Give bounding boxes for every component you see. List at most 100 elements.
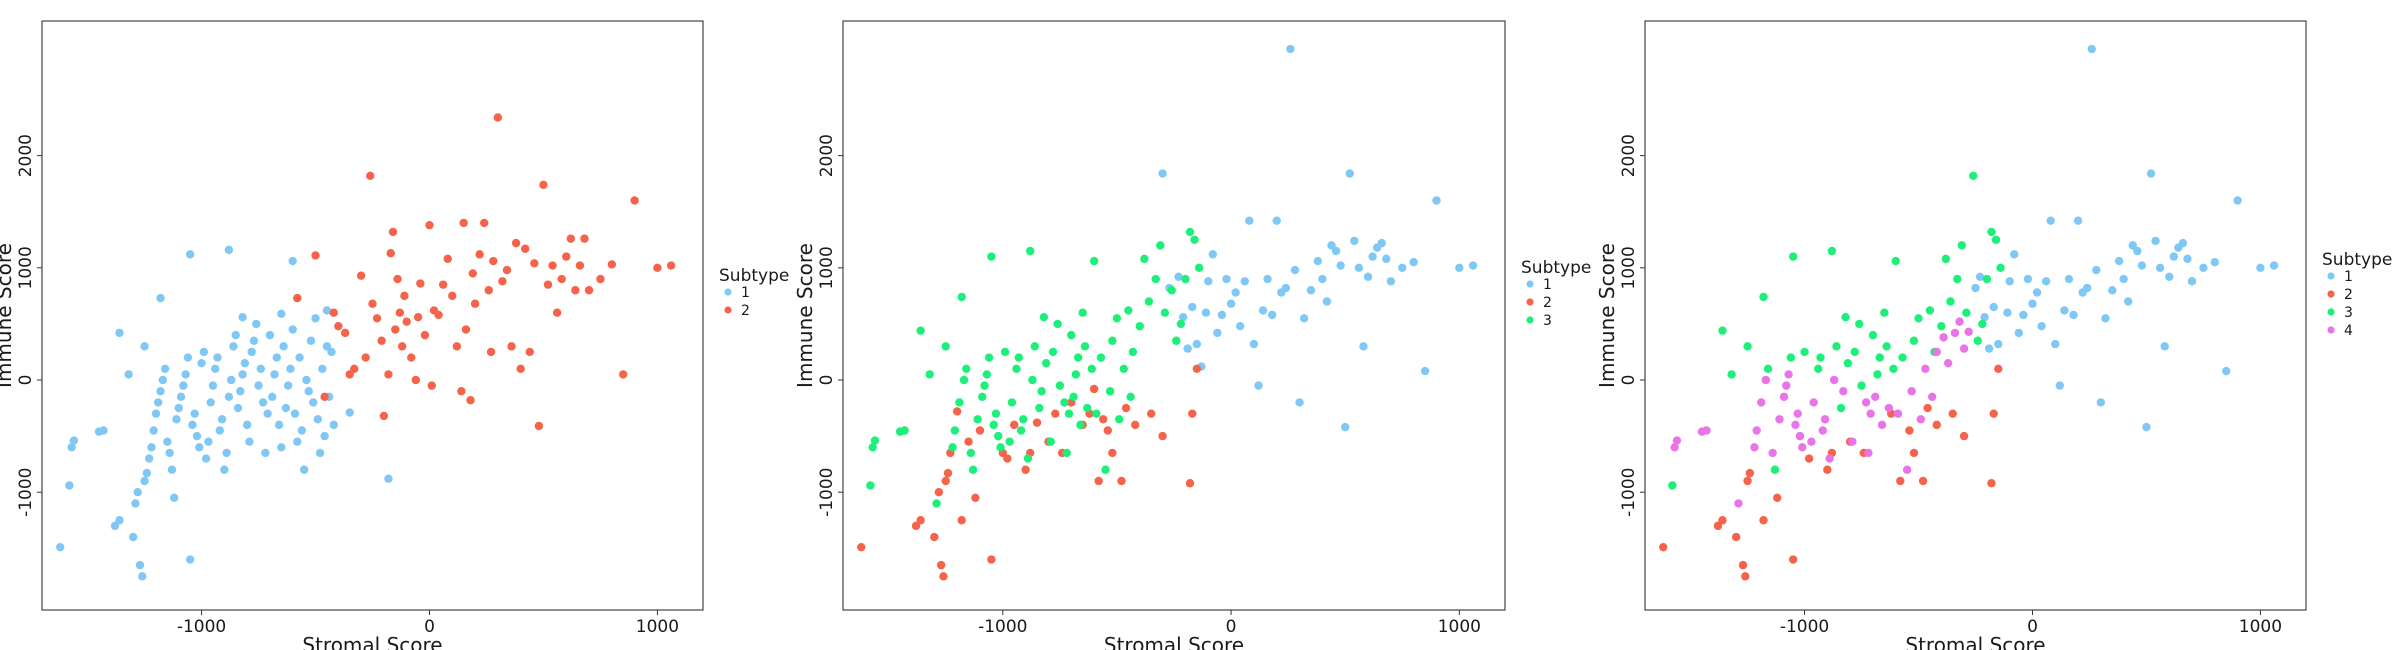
data-point-subtype-2 [534, 421, 544, 431]
data-point-subtype-1 [263, 409, 272, 418]
data-point-subtype-1 [2046, 216, 2055, 225]
data-point-subtype-2 [502, 265, 512, 275]
data-point-subtype-1 [1201, 308, 1211, 317]
data-point-subtype-2 [1773, 493, 1782, 503]
data-point-subtype-1 [1192, 339, 1202, 349]
data-point-subtype-1 [1975, 272, 1985, 281]
data-point-subtype-3 [1060, 398, 1069, 407]
legend-key-1 [1526, 280, 1534, 288]
data-point-subtype-2 [543, 280, 553, 289]
data-point-subtype-4 [1839, 387, 1848, 396]
data-point-subtype-1 [1313, 256, 1323, 266]
data-point-subtype-3 [982, 370, 992, 379]
data-point-subtype-1 [231, 330, 240, 340]
data-point-subtype-4 [1791, 420, 1800, 430]
data-point-subtype-1 [151, 409, 161, 418]
data-point-subtype-2 [1923, 403, 1932, 413]
data-point-subtype-1 [2128, 241, 2137, 250]
data-point-subtype-4 [1672, 436, 1682, 445]
data-point-subtype-1 [2160, 342, 2169, 351]
data-point-subtype-2 [964, 437, 973, 446]
data-point-subtype-1 [211, 364, 220, 373]
data-point-subtype-2 [361, 353, 370, 362]
y-tick-label: -1000 [817, 467, 837, 516]
data-point-subtype-1 [2014, 328, 2024, 338]
data-point-subtype-1 [265, 330, 275, 340]
data-point-subtype-3 [1914, 314, 1923, 323]
data-point-subtype-1 [2010, 250, 2019, 259]
data-point-subtype-3 [1048, 347, 1058, 357]
data-point-subtype-1 [156, 387, 165, 396]
data-point-subtype-2 [470, 299, 480, 308]
data-point-subtype-2 [596, 274, 605, 284]
data-point-subtype-3 [1083, 403, 1092, 413]
data-point-subtype-2 [1099, 415, 1108, 424]
data-point-subtype-4 [1932, 347, 1941, 357]
data-point-subtype-1 [2032, 288, 2042, 297]
data-point-subtype-1 [2069, 310, 2078, 320]
data-point-subtype-1 [345, 408, 354, 417]
data-point-subtype-3 [1167, 286, 1176, 295]
data-point-subtype-1 [2183, 254, 2192, 264]
data-point-subtype-1 [1231, 288, 1240, 297]
data-point-subtype-3 [1135, 321, 1144, 331]
data-point-subtype-3 [1053, 319, 1062, 329]
data-point-subtype-2 [334, 321, 343, 331]
data-point-subtype-1 [1345, 169, 1354, 178]
data-point-subtype-1 [2060, 306, 2069, 315]
data-point-subtype-1 [1174, 272, 1183, 281]
data-point-subtype-1 [322, 306, 332, 315]
data-point-subtype-2 [1146, 409, 1156, 418]
data-point-subtype-1 [1984, 344, 1994, 353]
x-tick-label: -1000 [177, 617, 226, 637]
y-tick-label: 1000 [1619, 246, 1639, 289]
data-point-subtype-1 [249, 336, 259, 345]
data-point-subtype-1 [201, 454, 211, 463]
data-point-subtype-4 [1848, 437, 1857, 446]
data-point-subtype-2 [1738, 560, 1748, 570]
data-point-subtype-1 [222, 448, 231, 458]
data-point-subtype-2 [530, 259, 539, 268]
data-point-subtype-1 [2087, 44, 2096, 54]
data-point-subtype-1 [1213, 328, 1222, 338]
data-point-subtype-3 [1128, 347, 1138, 357]
data-point-subtype-1 [2137, 261, 2147, 270]
data-point-subtype-1 [220, 465, 229, 474]
data-point-subtype-4 [1877, 420, 1887, 430]
data-point-subtype-3 [1743, 342, 1752, 351]
data-point-subtype-3 [968, 465, 978, 474]
data-point-subtype-4 [1964, 327, 1973, 336]
data-point-subtype-3 [948, 443, 957, 452]
data-point-subtype-1 [1455, 263, 1464, 273]
data-point-subtype-1 [204, 437, 213, 446]
data-point-subtype-4 [1825, 454, 1834, 463]
y-tick-label: 0 [817, 375, 837, 386]
data-point-subtype-3 [1850, 347, 1859, 357]
data-point-subtype-4 [1761, 375, 1771, 385]
data-point-subtype-2 [857, 542, 866, 552]
data-point-subtype-1 [2073, 216, 2083, 225]
data-point-subtype-2 [1108, 448, 1117, 458]
data-point-subtype-3 [868, 443, 877, 452]
data-point-subtype-2 [557, 274, 566, 284]
data-point-subtype-2 [653, 263, 662, 273]
data-point-subtype-1 [158, 375, 168, 385]
data-point-subtype-4 [1702, 426, 1711, 435]
data-point-subtype-2 [1804, 454, 1814, 463]
data-point-subtype-3 [1991, 235, 2001, 244]
data-point-subtype-1 [1217, 310, 1227, 320]
data-point-subtype-3 [1087, 364, 1097, 373]
data-point-subtype-4 [1818, 426, 1827, 435]
data-point-subtype-3 [1925, 306, 1935, 315]
data-point-subtype-1 [1377, 238, 1386, 248]
data-point-subtype-1 [315, 448, 325, 458]
data-point-subtype-4 [1950, 328, 1960, 338]
legend-label-1: 1 [2344, 269, 2353, 285]
data-point-subtype-3 [962, 364, 971, 373]
data-point-subtype-1 [1286, 44, 1295, 54]
data-point-subtype-1 [1971, 283, 1980, 293]
data-point-subtype-3 [1868, 330, 1878, 340]
data-point-subtype-3 [980, 381, 989, 390]
panel-1: -1000 0 1000 -1000 0 1000 2000 Stromal Score Imm… [0, 20, 789, 650]
